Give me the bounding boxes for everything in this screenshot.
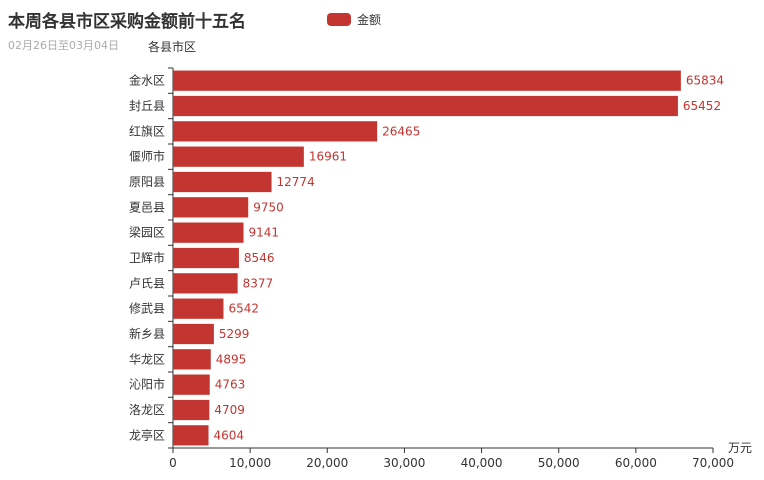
bar-value-label: 65834 [686, 74, 724, 88]
bar-value-label: 6542 [228, 302, 259, 316]
x-tick-label: 10,000 [229, 456, 271, 470]
y-tick-label: 封丘县 [129, 99, 165, 113]
bar-value-label: 8377 [243, 276, 274, 290]
x-axis-title: 万元 [728, 441, 752, 455]
bar[interactable] [173, 171, 272, 193]
x-tick-label: 70,000 [692, 456, 734, 470]
chart-title: 本周各县市区采购金额前十五名 [8, 12, 246, 32]
x-tick-label: 40,000 [461, 456, 503, 470]
y-tick-label: 洛龙区 [129, 402, 165, 417]
y-tick-label: 夏邑县 [129, 200, 165, 214]
legend-label: 金额 [357, 13, 382, 27]
y-tick-label: 红旗区 [129, 123, 165, 138]
bar[interactable] [173, 197, 249, 218]
bar-value-label: 8546 [244, 251, 275, 265]
bar[interactable] [173, 298, 224, 319]
legend[interactable]: 金额 [327, 11, 381, 28]
y-tick-label: 卫辉市 [129, 250, 165, 265]
y-tick-label: 华龙区 [129, 352, 165, 366]
bar[interactable] [173, 349, 211, 370]
bar-value-label: 9750 [253, 200, 284, 214]
bar[interactable] [173, 146, 304, 167]
x-tick-label: 60,000 [615, 456, 657, 470]
x-tick-label: 20,000 [306, 456, 348, 470]
bar[interactable] [173, 222, 244, 243]
y-tick-label: 新乡县 [129, 326, 165, 341]
bar-value-label: 12774 [277, 175, 315, 189]
bar-value-label: 4895 [216, 352, 247, 366]
bar[interactable] [173, 247, 239, 269]
bar-value-label: 16961 [309, 150, 347, 164]
bar-value-label: 5299 [219, 327, 250, 341]
bar[interactable] [173, 70, 681, 91]
x-tick-label: 50,000 [538, 456, 580, 470]
y-tick-label: 梁园区 [129, 225, 165, 240]
bar[interactable] [173, 273, 238, 294]
bar-value-label: 4763 [215, 378, 246, 392]
bar-value-label: 4709 [214, 403, 245, 417]
bar[interactable] [173, 425, 209, 446]
bar-value-label: 26465 [382, 124, 420, 138]
bar[interactable] [173, 374, 210, 395]
x-tick-label: 0 [169, 456, 177, 470]
x-tick-label: 30,000 [383, 456, 425, 470]
y-axis-title: 各县市区 [148, 39, 196, 54]
y-tick-label: 偃师市 [129, 149, 165, 164]
y-tick-label: 卢氏县 [129, 275, 165, 290]
bar-value-label: 65452 [683, 99, 721, 113]
chart-subtitle: 02月26日至03月04日 [8, 39, 119, 52]
y-tick-label: 金水区 [129, 73, 165, 88]
y-tick-label: 沁阳市 [129, 377, 165, 392]
bar[interactable] [173, 121, 378, 142]
legend-swatch [327, 13, 351, 26]
y-tick-label: 修武县 [129, 301, 165, 316]
bar-value-label: 9141 [249, 226, 280, 240]
y-tick-label: 原阳县 [129, 175, 165, 189]
bar[interactable] [173, 323, 214, 345]
bar[interactable] [173, 399, 210, 421]
bar[interactable] [173, 95, 678, 117]
y-tick-label: 龙亭区 [129, 427, 165, 442]
bar-value-label: 4604 [214, 428, 245, 442]
